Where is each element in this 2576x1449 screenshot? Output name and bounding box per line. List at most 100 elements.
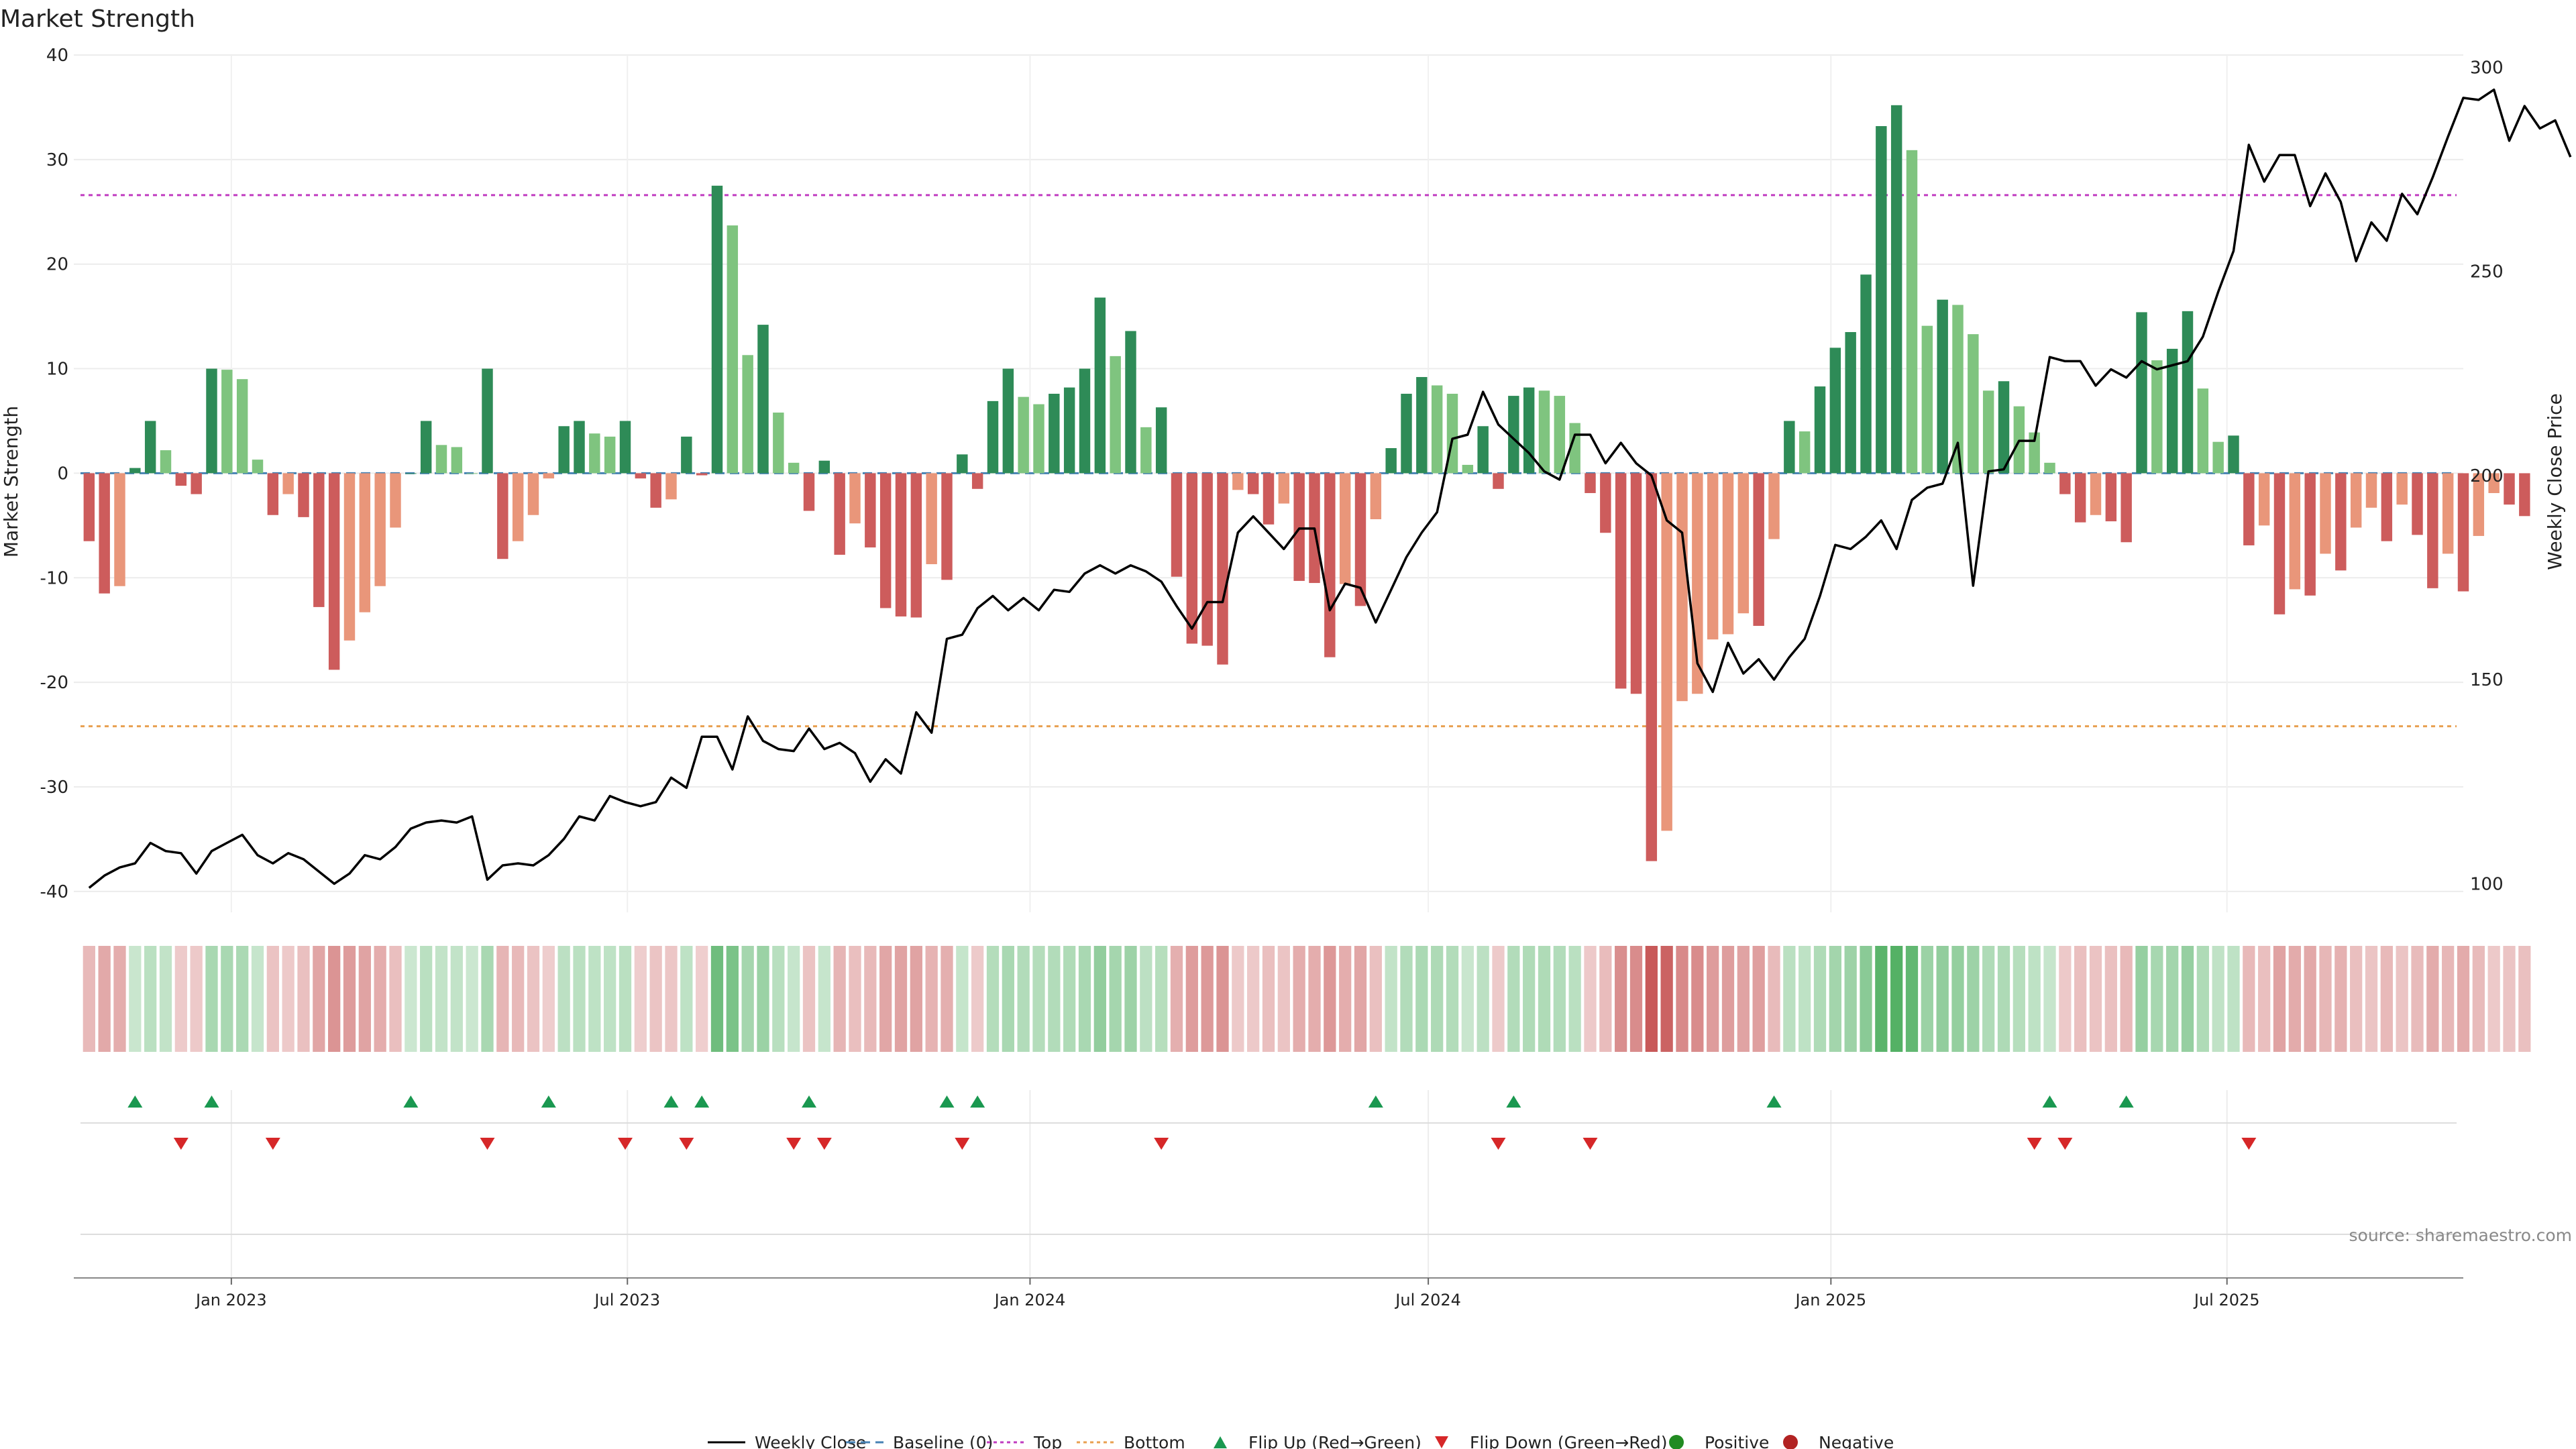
flip-up-marker — [1506, 1095, 1521, 1108]
flip-up-marker — [694, 1095, 710, 1108]
heat-cell — [2396, 946, 2408, 1052]
flip-up-marker — [1368, 1095, 1383, 1108]
strength-bar — [2335, 473, 2347, 571]
heat-cell — [174, 946, 187, 1052]
strength-bar — [435, 445, 447, 474]
heat-cell — [680, 946, 693, 1052]
heat-cell — [2120, 946, 2133, 1052]
heat-cell — [1799, 946, 1811, 1052]
strength-bar — [1477, 426, 1489, 474]
strength-bar — [282, 473, 294, 494]
y-left-tick: -40 — [40, 882, 68, 902]
flip-down-marker — [1491, 1138, 1506, 1150]
heat-cell — [1477, 946, 1489, 1052]
flip-up-marker — [2118, 1095, 2134, 1108]
strength-bar — [2304, 473, 2316, 596]
heat-cell — [833, 946, 846, 1052]
heat-cell — [1568, 946, 1581, 1052]
heat-cell — [1140, 946, 1152, 1052]
heat-cell — [971, 946, 984, 1052]
flip-down-marker — [2027, 1138, 2042, 1150]
strength-bar — [1125, 331, 1136, 474]
heat-cell — [1216, 946, 1229, 1052]
strength-bar — [1799, 431, 1811, 474]
heat-cell — [849, 946, 861, 1052]
strength-bar — [405, 473, 417, 474]
heat-cell — [1660, 946, 1673, 1052]
strength-bar — [1554, 396, 1566, 474]
weekly-close-series — [88, 88, 2572, 889]
strength-bar — [374, 473, 386, 586]
strength-bar — [2365, 473, 2377, 508]
heat-cell — [2426, 946, 2439, 1052]
heat-cell — [925, 946, 938, 1052]
y-right-tick: 300 — [2470, 58, 2504, 78]
y-left-tick: -10 — [40, 568, 68, 588]
heat-cell — [282, 946, 294, 1052]
heat-cell — [527, 946, 540, 1052]
flip-down-marker — [618, 1138, 633, 1150]
strength-bar — [957, 454, 968, 474]
heat-cell — [2273, 946, 2286, 1052]
legend-label: Bottom — [1124, 1433, 1185, 1449]
legend-label: Negative — [1819, 1433, 1894, 1449]
strength-bar — [818, 460, 830, 474]
heat-cell — [1446, 946, 1459, 1052]
heat-strip — [83, 946, 2531, 1052]
heat-cell — [726, 946, 739, 1052]
strength-bar — [665, 473, 677, 500]
strength-bar — [2504, 473, 2515, 505]
strength-bar — [2350, 473, 2362, 528]
weekly-close-line — [88, 88, 2572, 889]
x-tick-label: Jul 2023 — [593, 1291, 660, 1309]
flip-up-marker — [541, 1095, 556, 1108]
strength-bar — [803, 473, 815, 511]
heat-cell — [481, 946, 494, 1052]
strength-bar — [466, 473, 478, 474]
x-tick-label: Jan 2023 — [195, 1291, 267, 1309]
strength-bar — [2427, 473, 2438, 588]
strength-bar — [527, 473, 539, 515]
strength-bar — [1906, 150, 1918, 474]
heat-cell — [1584, 946, 1597, 1052]
heat-cell — [374, 946, 386, 1052]
strength-bar — [129, 468, 141, 474]
heat-cell — [1201, 946, 1214, 1052]
heat-cell — [2503, 946, 2516, 1052]
strength-bar — [2273, 473, 2286, 614]
strength-bar — [788, 462, 800, 474]
heat-cell — [1629, 946, 1643, 1052]
heat-cell — [986, 946, 1000, 1052]
strength-bar — [1845, 332, 1856, 474]
heat-cell — [1523, 946, 1536, 1052]
y-left-tick: 30 — [46, 150, 68, 170]
strength-bar — [2166, 348, 2178, 474]
heat-cell — [1691, 946, 1704, 1052]
heat-cell — [1783, 946, 1796, 1052]
strength-bar — [941, 473, 953, 580]
strength-bar — [328, 473, 340, 670]
strength-bar — [1615, 473, 1627, 689]
heat-cell — [2212, 946, 2224, 1052]
flip-up-marker — [403, 1095, 419, 1108]
heat-cell — [1615, 946, 1627, 1052]
heat-cell — [297, 946, 310, 1052]
heat-cell — [788, 946, 800, 1052]
flip-up-marker — [1766, 1095, 1782, 1108]
strength-bar — [1937, 299, 1948, 474]
heat-cell — [1538, 946, 1551, 1052]
legend-label: Baseline (0) — [893, 1433, 993, 1449]
heat-cell — [1124, 946, 1137, 1052]
strength-bar — [2197, 388, 2209, 474]
strength-bar — [2136, 312, 2147, 474]
flip-down-marker — [786, 1138, 802, 1150]
strength-bar — [2258, 473, 2270, 526]
strength-bar — [543, 473, 555, 479]
strength-bar — [1784, 421, 1795, 474]
heat-cell — [2227, 946, 2240, 1052]
strength-bar — [482, 368, 493, 474]
heat-cell — [665, 946, 678, 1052]
strength-bar — [727, 225, 739, 474]
strength-bar — [191, 473, 202, 494]
